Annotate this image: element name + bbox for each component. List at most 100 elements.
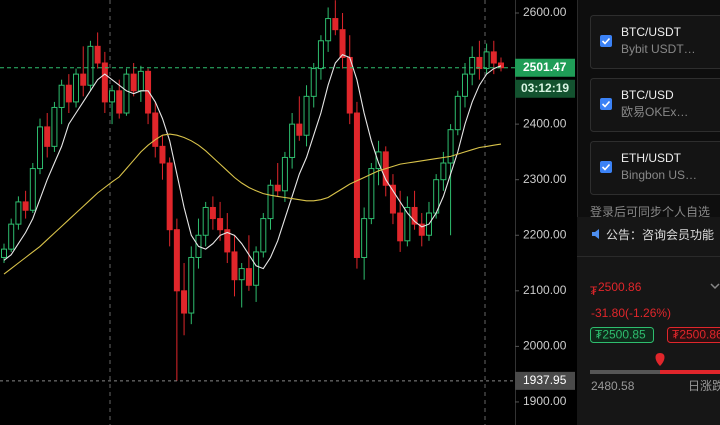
candle-body — [130, 73, 137, 92]
last-price-box — [515, 58, 575, 77]
watch-card — [590, 141, 720, 195]
candle-body — [404, 206, 411, 242]
candle-body — [166, 162, 173, 231]
candle-body — [29, 168, 36, 211]
candle-body — [173, 229, 180, 292]
checkbox[interactable] — [600, 98, 612, 110]
candle-body — [58, 84, 65, 108]
y-tick-label: 1900.00 — [523, 394, 567, 408]
candle-body — [289, 123, 296, 158]
range-label: 日涨跌 — [688, 378, 720, 393]
candle-body — [440, 162, 447, 181]
candle-body — [159, 145, 166, 164]
countdown-box — [515, 79, 575, 98]
y-tick-label: 2600.00 — [523, 5, 567, 19]
candle-body — [109, 90, 116, 103]
bid: ₮2500.85 — [595, 328, 646, 342]
candle-body — [238, 268, 245, 281]
checkbox[interactable] — [600, 35, 612, 47]
candle-body — [368, 168, 375, 220]
candle-body — [267, 184, 274, 220]
y-tick-label: 2400.00 — [523, 116, 567, 130]
range-bar-fill — [660, 370, 720, 374]
candle-body — [245, 268, 252, 286]
watchlist: BTC/USDT Bybit USDT… BTC/USD 欧易OKEx… ETH/USD… — [590, 15, 720, 195]
bid-pill — [590, 327, 654, 343]
moving-average — [3, 54, 502, 270]
candle-body — [73, 73, 80, 103]
range-low: 2480.58 — [591, 379, 635, 393]
candle-body — [15, 201, 22, 225]
candle-body — [310, 68, 317, 97]
candle-body — [454, 95, 461, 131]
candle-body — [101, 62, 108, 103]
symbol: ETH/USDT — [621, 151, 682, 165]
candle-body — [231, 251, 238, 281]
moving-average — [3, 133, 502, 275]
candle-body — [346, 56, 353, 114]
candle-body — [274, 184, 281, 192]
check-mark — [601, 100, 611, 108]
candle-body — [123, 73, 130, 114]
login-hint: 登录后可同步个人自选 — [590, 204, 710, 219]
candle-body — [483, 51, 490, 70]
candle-body — [296, 123, 303, 136]
candle-body — [181, 290, 188, 314]
candle-body — [217, 218, 224, 231]
ticker-panel — [577, 217, 720, 425]
watch-card — [590, 15, 720, 69]
candle-body — [145, 70, 152, 114]
candle-body — [397, 212, 404, 242]
ask-pill — [667, 327, 720, 343]
candle-body — [375, 151, 382, 170]
y-tick-label: 2300.00 — [523, 172, 567, 186]
candle-body — [253, 251, 260, 286]
watch-card — [590, 78, 720, 132]
candle-body — [1, 248, 7, 258]
exchange: 欧易OKEx… — [621, 105, 688, 119]
exchange: Bybit USDT… — [621, 42, 696, 56]
price: 2500.86 — [598, 280, 642, 294]
expand-icon[interactable] — [710, 283, 720, 290]
check-mark — [601, 163, 611, 171]
candle-body — [389, 184, 396, 214]
notice[interactable]: 公告：咨询会员功能 — [606, 227, 714, 242]
range-marker — [655, 353, 665, 366]
candle-body — [418, 223, 425, 236]
range-bar — [590, 370, 660, 374]
candle-body — [8, 223, 15, 250]
candle-body — [152, 112, 159, 147]
candle-body — [80, 73, 87, 86]
candle-body — [303, 95, 310, 136]
exchange: Bingbon US… — [621, 168, 697, 182]
candle-body — [490, 51, 497, 64]
change: -31.80(-1.26%) — [591, 306, 671, 320]
checkbox[interactable] — [600, 161, 612, 173]
symbol: BTC/USD — [621, 88, 674, 102]
candle-body — [51, 106, 58, 147]
last-price-label: 2501.47 — [523, 60, 567, 74]
candle-body — [94, 45, 101, 64]
candle-body — [411, 206, 418, 225]
candle-body — [65, 84, 72, 103]
candle-body — [332, 18, 339, 31]
candle-body — [353, 112, 360, 258]
low-price-box — [515, 371, 575, 390]
low-price-label: 1937.95 — [523, 373, 567, 387]
candle-body — [202, 206, 209, 236]
candle-body — [137, 70, 144, 92]
y-tick-label: 2100.00 — [523, 283, 567, 297]
candle-body — [116, 90, 123, 114]
candle-body — [469, 56, 476, 75]
candle-body — [281, 156, 288, 192]
candle-body — [461, 73, 468, 97]
y-tick-label: 2200.00 — [523, 227, 567, 241]
check-mark — [601, 37, 611, 45]
candle-body — [447, 129, 454, 164]
candle-body — [325, 18, 332, 42]
candle-body — [476, 56, 483, 70]
candle-body — [260, 218, 267, 253]
candle-body — [224, 229, 231, 253]
candle-body — [209, 206, 216, 220]
